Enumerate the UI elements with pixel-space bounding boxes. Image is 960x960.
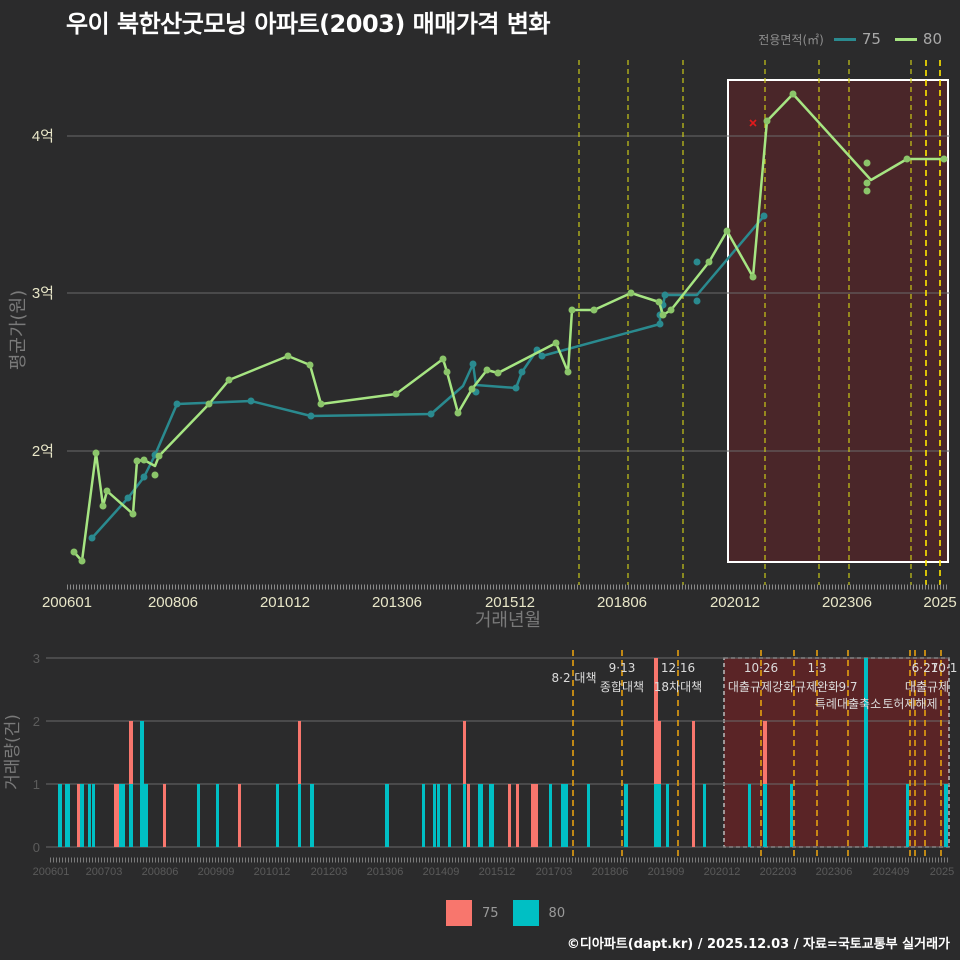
series-80-points [70, 90, 948, 565]
bar-xtick-2: 200806 [142, 866, 179, 878]
xtick-201806: 201806 [597, 594, 647, 611]
annotation-6-27-date: 6·27 [912, 661, 939, 675]
legend-title: 전용면적(㎡) [758, 32, 824, 47]
legend-75-text: 75 [482, 905, 499, 921]
bar-xtick-4: 201012 [254, 866, 291, 878]
bar-xtick-0: 200601 [33, 866, 70, 878]
bar-xtick-16: 2025 [930, 866, 954, 878]
bar-xtick-13: 202203 [760, 866, 797, 878]
bar-xtick-1: 200703 [86, 866, 123, 878]
bars-80 [58, 658, 948, 847]
bar-xtick-11: 201909 [648, 866, 685, 878]
annotation-12-16-date: 12·16 [661, 661, 695, 675]
xtick-201012: 201012 [260, 594, 310, 611]
bar-xtick-6: 201306 [367, 866, 404, 878]
bar-xtick-7: 201409 [423, 866, 460, 878]
main-chart: 4억 3억 2억 평균가(원) [8, 60, 957, 631]
volume-legend: 75 80 [446, 900, 565, 926]
ytick-2: 2억 [32, 443, 54, 460]
xtick-200806: 200806 [148, 594, 198, 611]
bar-xtick-9: 201703 [536, 866, 573, 878]
annotation-8-2: 8·2 대책 [552, 670, 597, 685]
legend-80-label: 80 [922, 30, 942, 48]
bar-xtick-15: 202409 [873, 866, 910, 878]
xtick-2025: 2025 [923, 594, 956, 611]
bar-xtick-5: 201203 [311, 866, 348, 878]
series-75-line [91, 215, 765, 539]
annotation-12-16-text: 18차대책 [654, 679, 702, 694]
legend-80-box-icon [512, 900, 539, 926]
legend-75-box-icon [446, 900, 472, 926]
volume-chart: 3 2 1 0 거래량(건) [3, 650, 957, 878]
annotation-6-27-text: 대출규제 [905, 680, 949, 694]
series-75-points [88, 212, 768, 542]
legend-75-swatch-icon [833, 37, 856, 41]
bar-xtick-14: 202306 [816, 866, 853, 878]
ytick-4: 4억 [32, 128, 54, 145]
x-axis-label: 거래년월 [475, 610, 541, 631]
volume-policy-vlines [572, 650, 942, 857]
annotation-10-26-text: 대출규제강화 [728, 680, 794, 694]
annotation-9-7-text: 특례대출축소 [815, 697, 881, 711]
bar-xtick-8: 201512 [479, 866, 516, 878]
bar-ytick-0: 0 [33, 840, 40, 855]
annotation-10-26-date: 10·26 [744, 661, 778, 675]
bar-xtick-3: 200909 [198, 866, 235, 878]
xtick-201306: 201306 [372, 594, 422, 611]
legend-75-label: 75 [861, 30, 881, 48]
xtick-200601: 200601 [42, 594, 92, 611]
annotation-1-3-date: 1·3 [807, 661, 826, 675]
annotation-9-13-date: 9·13 [609, 661, 636, 675]
legend-80-swatch-icon [894, 37, 917, 41]
xtick-202012: 202012 [710, 594, 760, 611]
bar-xtick-12: 202012 [704, 866, 741, 878]
source-footer: ©디아파트(dapt.kr) / 2025.12.03 / 자료=국토교통부 실… [566, 937, 950, 952]
annotation-1-3-text: 규제완화 [795, 680, 839, 694]
bar-ytick-2: 2 [33, 714, 40, 729]
ytick-3: 3억 [32, 285, 54, 302]
area-legend: 전용면적(㎡) 75 80 [758, 30, 950, 48]
chart-title: 우이 북한산굿모닝 아파트(2003) 매매가격 변화 [66, 10, 551, 38]
xtick-202306: 202306 [822, 594, 872, 611]
annotation-9-13-text: 종합대책 [600, 679, 644, 694]
xtick-201512: 201512 [485, 594, 535, 611]
legend-80-text: 80 [548, 905, 566, 921]
annotation-10-1-date: 10·1 [931, 661, 958, 675]
policy-vlines [578, 60, 912, 585]
bar-ytick-1: 1 [33, 777, 40, 792]
annotation-tohuje: 토허제해제 [882, 697, 937, 711]
max-price-x-marker-icon [749, 119, 757, 127]
bar-y-axis-label: 거래량(건) [3, 714, 23, 790]
annotation-9-7-date: 9·7 [838, 680, 857, 694]
highlight-box [727, 79, 949, 563]
y-axis-label: 평균가(원) [8, 290, 29, 370]
bar-xtick-10: 201806 [592, 866, 629, 878]
bar-ytick-3: 3 [33, 651, 40, 666]
